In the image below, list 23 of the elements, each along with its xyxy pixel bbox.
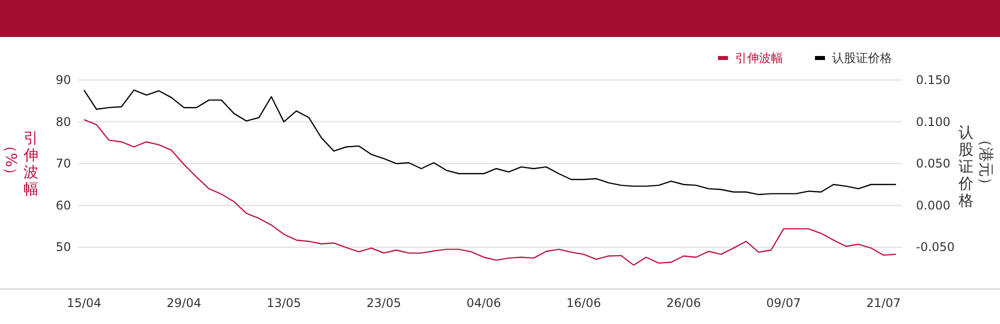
x-tick-label: 13/05	[266, 296, 302, 310]
legend-label: 引伸波幅	[735, 51, 783, 65]
y2-tick-label: 0.050	[916, 156, 950, 171]
y-tick-label: 50	[56, 240, 71, 254]
x-tick-label: 15/04	[66, 296, 102, 310]
x-tick-label: 29/04	[166, 296, 202, 310]
y2-tick-label: -0.050	[916, 240, 955, 254]
x-tick-label: 26/06	[666, 296, 701, 310]
line-series	[83, 89, 897, 196]
y-tick-label: 90	[56, 73, 71, 87]
x-tick-label: 04/06	[466, 296, 502, 310]
y2-tick-label: 0.150	[916, 73, 950, 87]
y-tick-label: 70	[56, 156, 71, 171]
y2-tick-label: 0.000	[916, 198, 950, 212]
x-tick-label: 23/05	[366, 296, 402, 310]
x-tick-label: 16/06	[566, 296, 601, 310]
legend-label: 认股证价格	[832, 51, 892, 65]
y2-tick-label: 0.100	[916, 114, 950, 129]
x-tick-label: 21/07	[866, 296, 901, 310]
line-series	[83, 119, 897, 266]
x-tick-label: 09/07	[766, 296, 801, 310]
y-tick-label: 60	[56, 198, 71, 212]
y-tick-label: 80	[56, 114, 71, 129]
